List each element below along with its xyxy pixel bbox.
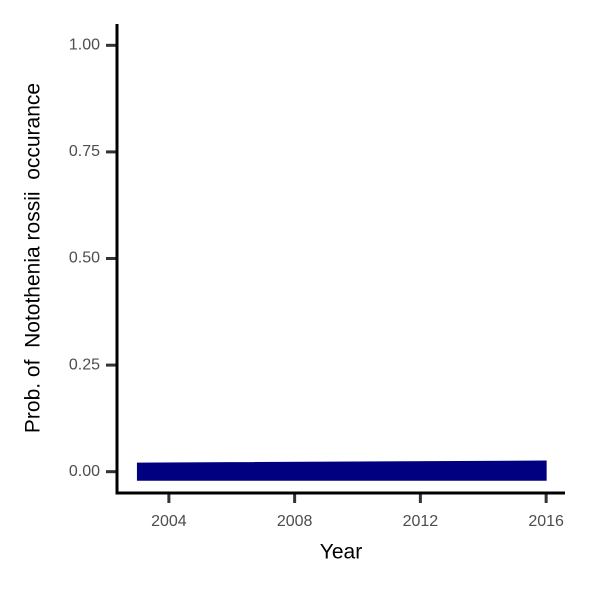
y-tick-label: 0.25 [69, 356, 100, 373]
ribbon [136, 460, 547, 481]
y-tick-label: 1.00 [69, 37, 100, 54]
x-tick-label: 2016 [528, 513, 564, 530]
x-axis-title: Year [320, 541, 362, 564]
x-tick-label: 2012 [403, 513, 439, 530]
x-tick-label: 2004 [151, 513, 187, 530]
y-tick-label: 0.50 [69, 250, 100, 267]
y-tick-label: 0.75 [69, 143, 100, 160]
y-axis-title: Prob. of Notothenia rossii occurance [22, 83, 45, 433]
y-tick-label: 0.00 [69, 463, 100, 480]
x-tick-label: 2008 [277, 513, 313, 530]
